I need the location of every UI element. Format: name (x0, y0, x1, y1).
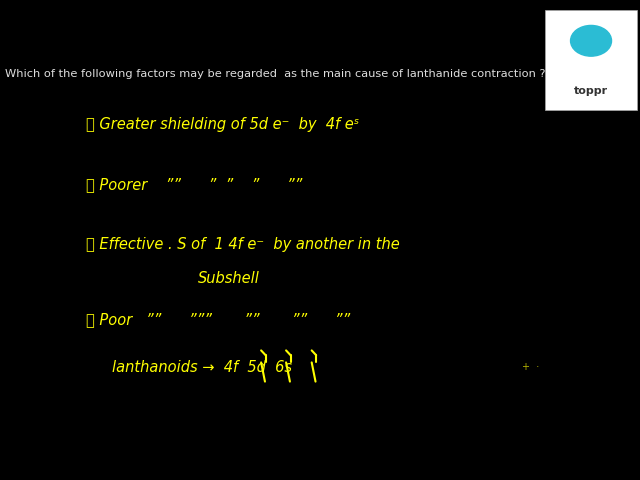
Text: lanthanoids →  4f  5d  6s: lanthanoids → 4f 5d 6s (112, 360, 292, 375)
Text: Which of the following factors may be regarded  as the main cause of lanthanide : Which of the following factors may be re… (5, 70, 546, 79)
Text: toppr: toppr (574, 86, 608, 96)
Text: Ⓒ Effective . S of  1 4f e⁻  by another in the: Ⓒ Effective . S of 1 4f e⁻ by another in… (86, 237, 400, 252)
Text: Ⓑ Poorer    ””      ”  ”    ”      ””: Ⓑ Poorer ”” ” ” ” ”” (86, 177, 303, 192)
Text: Ⓐ Greater shielding of 5d e⁻  by  4f eˢ: Ⓐ Greater shielding of 5d e⁻ by 4f eˢ (86, 117, 360, 132)
Text: Subshell: Subshell (198, 271, 260, 286)
Text: Ⓓ Poor   ””      ”””       ””       ””      ””: Ⓓ Poor ”” ””” ”” ”” ”” (86, 312, 351, 327)
Text: +  ·: + · (522, 362, 539, 372)
